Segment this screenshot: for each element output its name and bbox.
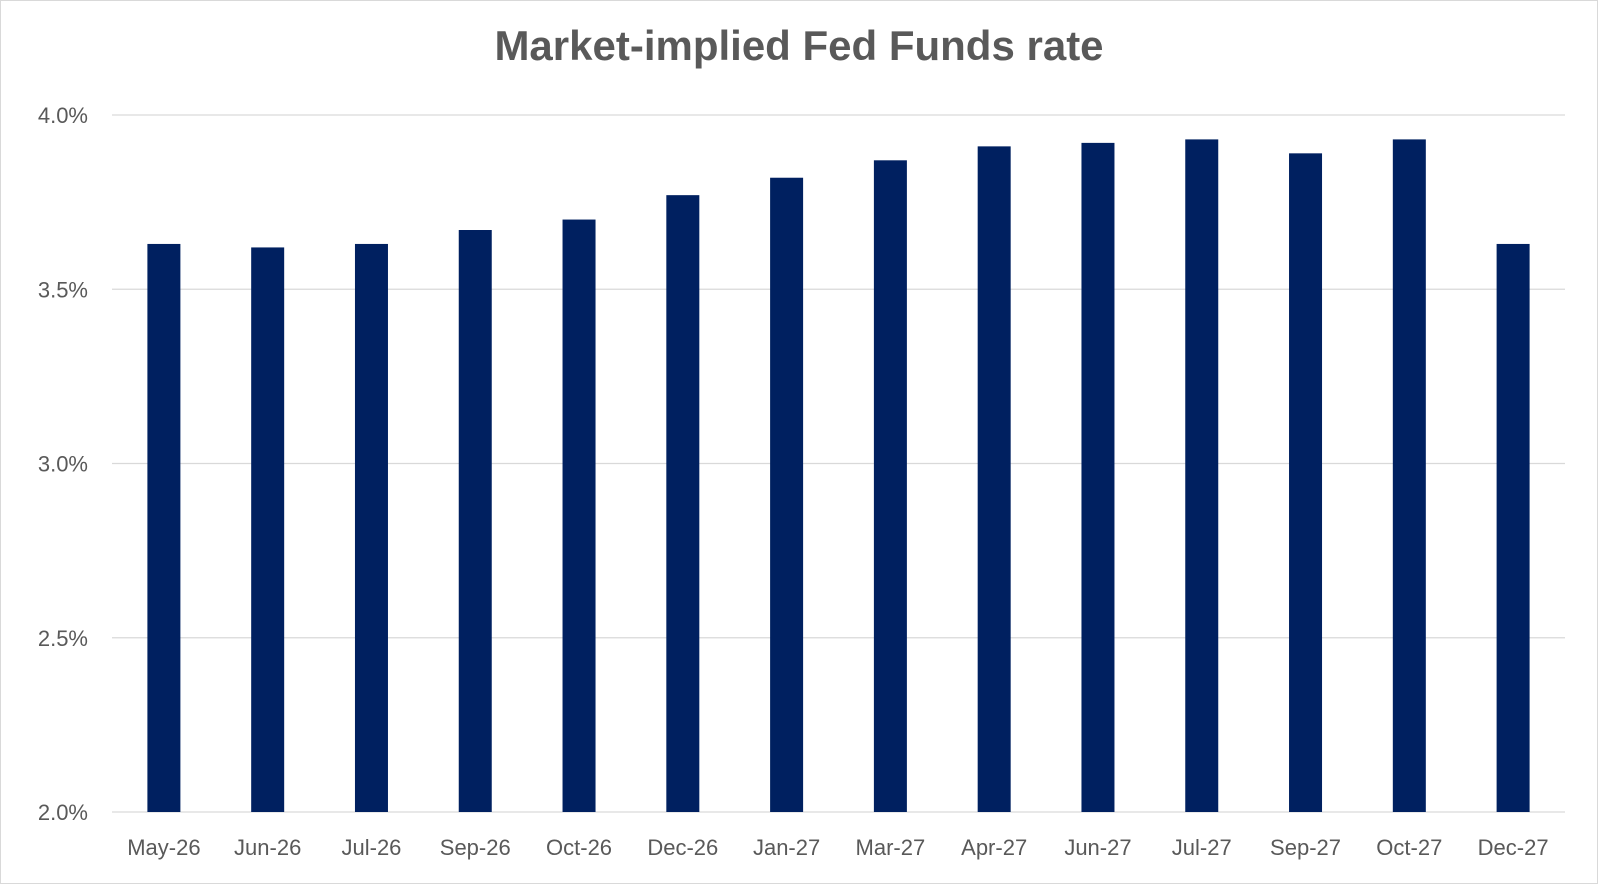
x-tick-label: Dec-27 [1478, 835, 1549, 860]
bar-may-26 [147, 243, 181, 812]
bar-apr-27 [977, 146, 1011, 813]
bar-jul-26 [354, 243, 388, 812]
bar-sep-26 [458, 230, 492, 812]
bar-oct-26 [562, 219, 596, 813]
x-tick-label: Jan-27 [753, 835, 820, 860]
x-tick-label: Sep-26 [440, 835, 511, 860]
x-tick-label: Oct-27 [1376, 835, 1442, 860]
x-tick-label: Sep-27 [1270, 835, 1341, 860]
bar-dec-27 [1496, 243, 1530, 812]
y-tick-label: 2.0% [38, 800, 88, 825]
bar-jul-27 [1185, 139, 1219, 812]
bar-sep-27 [1289, 153, 1323, 812]
bar-jun-27 [1081, 142, 1115, 812]
x-tick-label: Jul-26 [342, 835, 402, 860]
bar-dec-26 [666, 195, 700, 812]
x-tick-label: Mar-27 [856, 835, 926, 860]
chart-title: Market-implied Fed Funds rate [494, 22, 1104, 69]
x-tick-label: Jul-27 [1172, 835, 1232, 860]
x-tick-label: Dec-26 [647, 835, 718, 860]
bar-oct-27 [1392, 139, 1426, 812]
x-tick-label: Oct-26 [546, 835, 612, 860]
x-tick-label: May-26 [127, 835, 200, 860]
bar-mar-27 [873, 160, 907, 812]
y-tick-label: 2.5% [38, 626, 88, 651]
y-tick-label: 4.0% [38, 103, 88, 128]
y-tick-label: 3.5% [38, 277, 88, 302]
bar-jan-27 [770, 177, 804, 813]
x-tick-label: Apr-27 [961, 835, 1027, 860]
gridlines [112, 114, 1565, 813]
y-axis-tick-labels: 2.0% 2.5% 3.0% 3.5% 4.0% [38, 103, 88, 825]
bar-jun-26 [251, 247, 285, 812]
bars [147, 139, 1530, 813]
y-tick-label: 3.0% [38, 452, 88, 477]
x-tick-label: Jun-27 [1064, 835, 1131, 860]
x-tick-label: Jun-26 [234, 835, 301, 860]
x-axis-tick-labels: May-26 Jun-26 Jul-26 Sep-26 Oct-26 Dec-26 Jan-… [127, 835, 1548, 860]
